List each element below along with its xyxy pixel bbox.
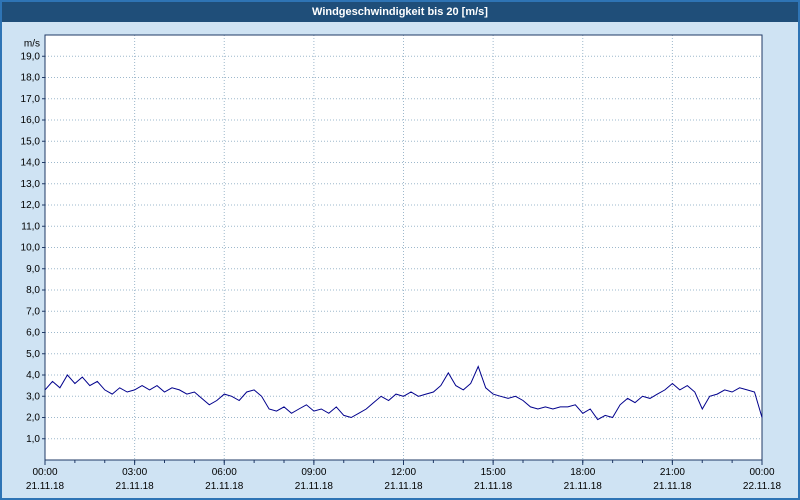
x-time-label: 00:00 bbox=[32, 467, 57, 478]
x-time-label: 15:00 bbox=[481, 467, 506, 478]
y-tick-label: 11,0 bbox=[21, 221, 40, 232]
y-tick-label: 2,0 bbox=[26, 413, 40, 424]
x-date-label: 21.11.18 bbox=[653, 481, 692, 492]
y-tick-label: 15,0 bbox=[21, 136, 41, 147]
y-tick-label: 1,0 bbox=[26, 434, 40, 445]
x-date-label: 21.11.18 bbox=[26, 481, 65, 492]
y-tick-label: 19,0 bbox=[21, 51, 41, 62]
x-time-label: 21:00 bbox=[660, 467, 685, 478]
x-date-label: 22.11.18 bbox=[743, 481, 782, 492]
x-date-label: 21.11.18 bbox=[116, 481, 155, 492]
x-time-label: 12:00 bbox=[391, 467, 416, 478]
chart-area: 1,0 2,0 3,0 4,0 5,0 6,0 7,0 8,0 9,0 10,0 11,0 12,0 1… bbox=[2, 22, 798, 498]
x-date-label: 21.11.18 bbox=[205, 481, 244, 492]
y-tick-label: 8,0 bbox=[26, 285, 40, 296]
y-tick-label: 13,0 bbox=[21, 179, 41, 190]
y-tick-label: 7,0 bbox=[26, 306, 40, 317]
y-tick-label: 17,0 bbox=[21, 94, 41, 105]
y-tick-label: 6,0 bbox=[26, 328, 40, 339]
y-tick-label: 5,0 bbox=[26, 349, 40, 360]
x-date-label: 21.11.18 bbox=[474, 481, 513, 492]
x-date-label: 21.11.18 bbox=[564, 481, 603, 492]
y-tick-label: 4,0 bbox=[26, 370, 40, 381]
wind-speed-chart: 1,0 2,0 3,0 4,0 5,0 6,0 7,0 8,0 9,0 10,0 11,0 12,0 1… bbox=[21, 34, 782, 492]
wind-speed-line bbox=[44, 365, 763, 421]
y-tick-label: 12,0 bbox=[21, 200, 41, 211]
y-tick-label: 9,0 bbox=[26, 264, 40, 275]
x-time-label: 00:00 bbox=[749, 467, 774, 478]
y-tick-label: 18,0 bbox=[21, 73, 41, 84]
y-axis-unit-label: m/s bbox=[24, 38, 40, 49]
y-tick-label: 16,0 bbox=[21, 115, 41, 126]
x-time-label: 06:00 bbox=[212, 467, 237, 478]
chart-title: Windgeschwindigkeit bis 20 [m/s] bbox=[312, 6, 488, 18]
x-time-label: 18:00 bbox=[570, 467, 595, 478]
y-tick-label: 3,0 bbox=[26, 391, 40, 402]
x-time-label: 03:00 bbox=[122, 467, 147, 478]
x-time-label: 09:00 bbox=[301, 467, 326, 478]
header-bar: Windgeschwindigkeit bis 20 [m/s] bbox=[2, 2, 798, 22]
y-tick-label: 14,0 bbox=[21, 158, 41, 169]
x-date-label: 21.11.18 bbox=[384, 481, 423, 492]
y-tick-label: 10,0 bbox=[21, 243, 41, 254]
x-date-label: 21.11.18 bbox=[295, 481, 334, 492]
